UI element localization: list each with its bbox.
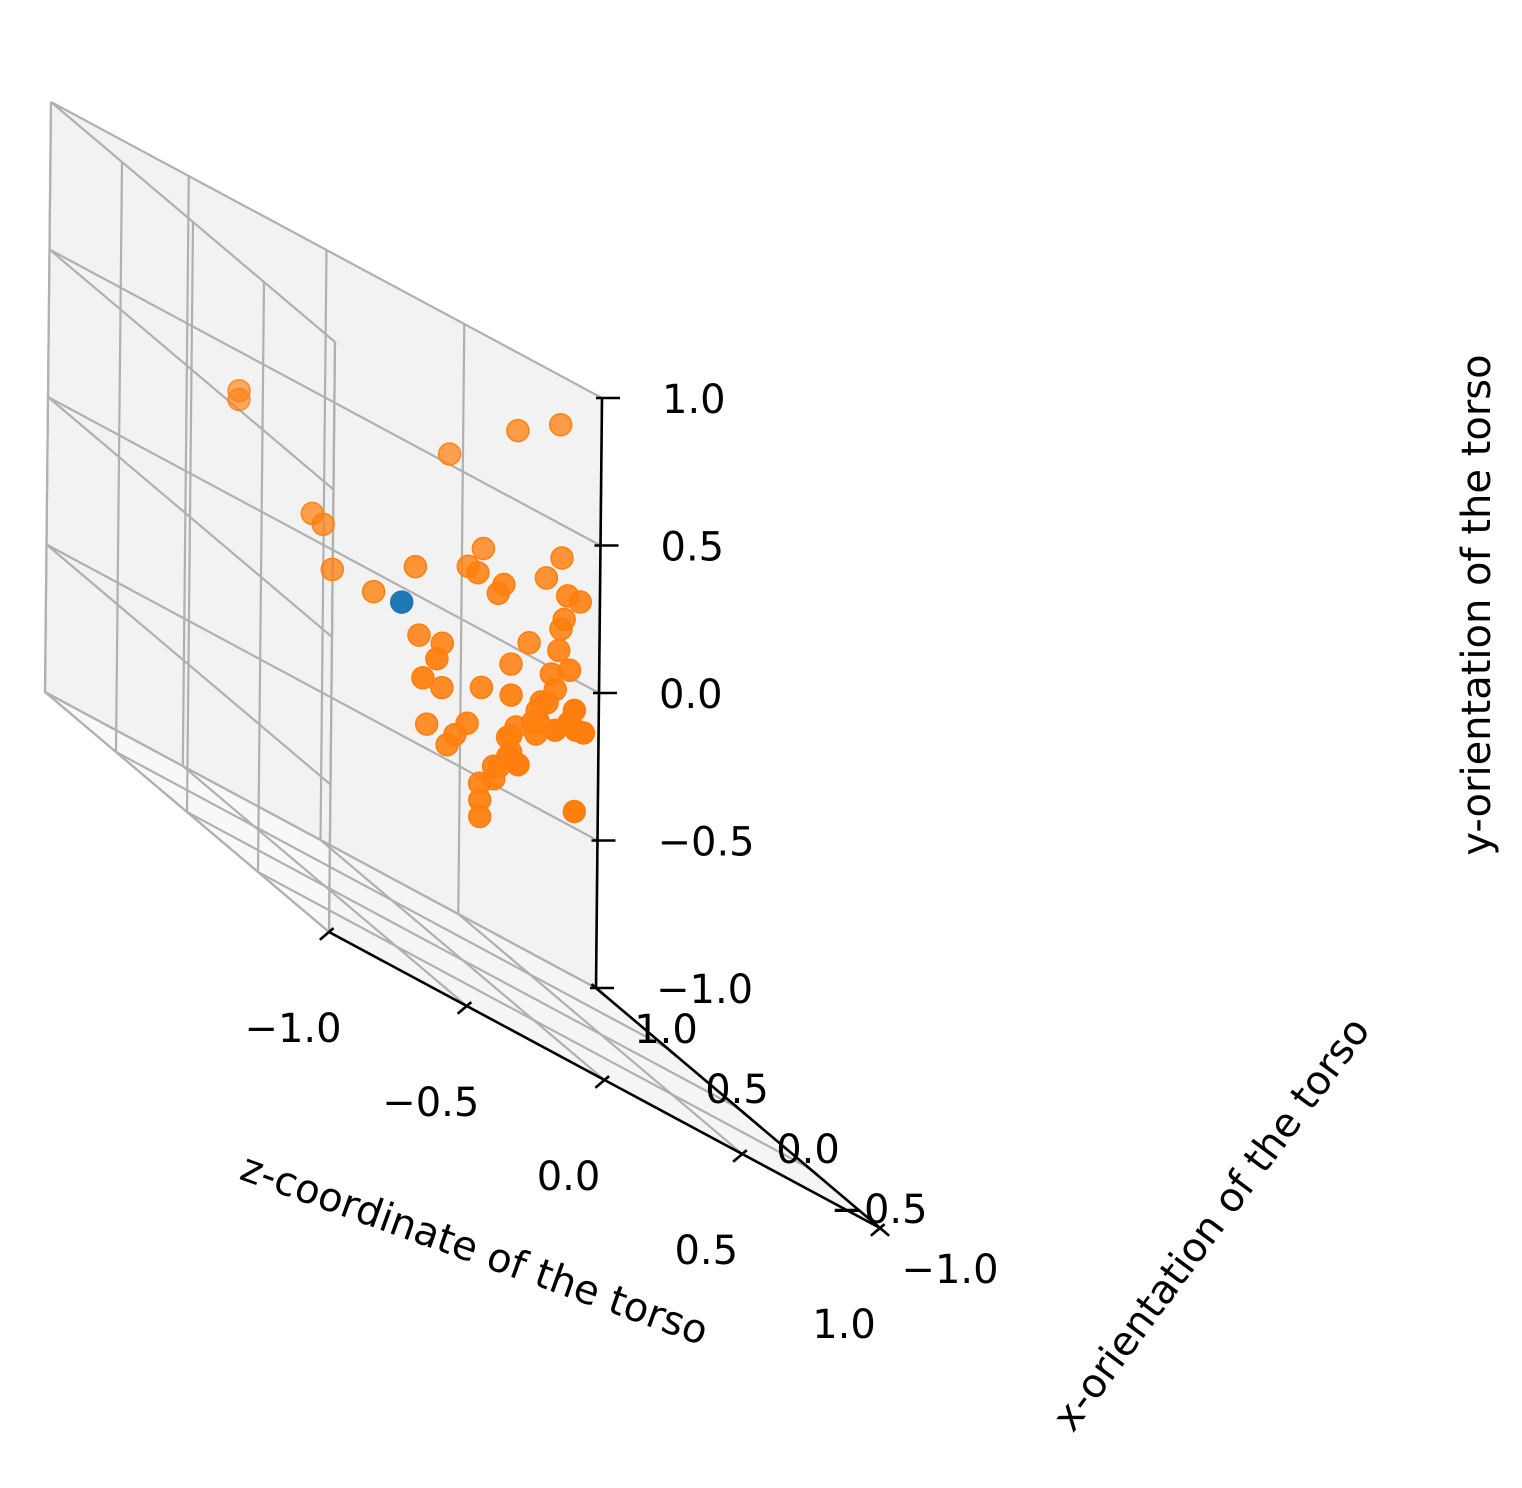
x-axis-2-tick: [594, 1075, 610, 1089]
data-point-series2-18: [466, 560, 490, 585]
data-point-series2-44: [535, 690, 559, 715]
x-axis-4-tick: [870, 1223, 886, 1237]
x-axis-3-tick: [732, 1149, 748, 1163]
y-axis-2-tick: [732, 1103, 748, 1117]
y-axis-2-tick-label: 0.0: [776, 1127, 840, 1173]
data-point-series2-56: [562, 799, 587, 824]
y-axis-3-tick-label: 0.5: [705, 1067, 769, 1113]
data-point-series2-10: [361, 579, 386, 604]
data-point-series2-4: [311, 512, 335, 537]
x-axis-4-tick-label: 1.0: [812, 1302, 876, 1348]
data-point-series2-52: [425, 646, 449, 671]
data-points: [227, 378, 596, 829]
grid-line-y-4: [43, 101, 597, 989]
data-point-series2-8: [471, 536, 496, 561]
data-point-series2-1: [227, 387, 251, 412]
data-point-series2-55: [506, 752, 530, 777]
data-point-series2-20: [414, 712, 439, 736]
data-point-series2-17: [407, 623, 431, 647]
y-axis-0-tick-label: −1.0: [901, 1247, 998, 1293]
x-axis-1-tick-label: −0.5: [382, 1080, 479, 1126]
z-axis-0-tick-label: −1.0: [656, 967, 753, 1013]
z-axis-2-tick-label: 0.0: [659, 672, 723, 718]
data-point-series2-19: [552, 607, 576, 632]
data-point-series2-13: [550, 546, 574, 570]
y-axis-1-tick: [803, 1163, 819, 1177]
z-axis-label: y-orientation of the torso: [1454, 354, 1500, 855]
x-axis-0-tick-label: −1.0: [244, 1006, 341, 1052]
data-point-series2-53: [411, 666, 435, 690]
y-axis-4-tick: [590, 983, 606, 997]
data-point-series2-61: [557, 711, 581, 735]
data-point-series2-28: [568, 590, 593, 614]
data-point-series2-34: [547, 638, 571, 663]
y-axis-4-tick-label: 1.0: [634, 1007, 698, 1053]
data-point-series2-27: [430, 675, 454, 700]
z-axis-1-tick-label: −0.5: [658, 820, 755, 866]
data-point-series2-24: [486, 581, 511, 606]
x-axis-2-tick-label: 0.0: [537, 1154, 601, 1200]
data-point-series2-51: [499, 683, 523, 707]
y-axis-label: x-orientation of the torso: [1044, 1009, 1380, 1440]
grid-line-z-4: [50, 101, 603, 399]
data-point-series2-2: [437, 442, 462, 466]
data-point-series2-54: [467, 804, 492, 829]
x-axis-0-tick: [319, 927, 335, 941]
data-point-series2-11: [403, 554, 428, 579]
data-point-series2-49: [482, 766, 506, 791]
data-point-series2-15: [499, 652, 523, 676]
data-point-series2-40: [443, 722, 467, 747]
data-point-series2-26: [469, 675, 494, 700]
data-point-series2-42: [557, 658, 582, 683]
grid-line-y-3: [114, 161, 668, 1049]
z-axis-4-tick-label: 1.0: [662, 377, 726, 423]
grid-line-y-1: [256, 281, 810, 1169]
data-point-series1-0: [389, 590, 414, 614]
x-axis-label: z-coordinate of the torso: [235, 1145, 714, 1355]
grid-line-y-2: [185, 221, 739, 1109]
y-axis-1-tick-label: −0.5: [830, 1187, 927, 1233]
data-point-series2-12: [534, 566, 559, 590]
x-axis-3-tick-label: 0.5: [674, 1228, 738, 1274]
x-axis-1-tick: [456, 1001, 473, 1015]
z-axis-3-tick-label: 0.5: [661, 525, 725, 571]
data-point-series2-14: [517, 631, 541, 655]
data-point-series2-7: [320, 557, 345, 582]
axis-panes: [45, 102, 880, 1228]
pane-edge-left: [327, 341, 337, 933]
data-point-series2-5: [506, 418, 530, 443]
data-point-series2-6: [548, 412, 573, 437]
y-axis-3-tick: [661, 1043, 677, 1057]
y-axis-0-tick: [874, 1223, 890, 1237]
data-point-series2-50: [524, 722, 548, 746]
tick-marks: [319, 396, 890, 1237]
